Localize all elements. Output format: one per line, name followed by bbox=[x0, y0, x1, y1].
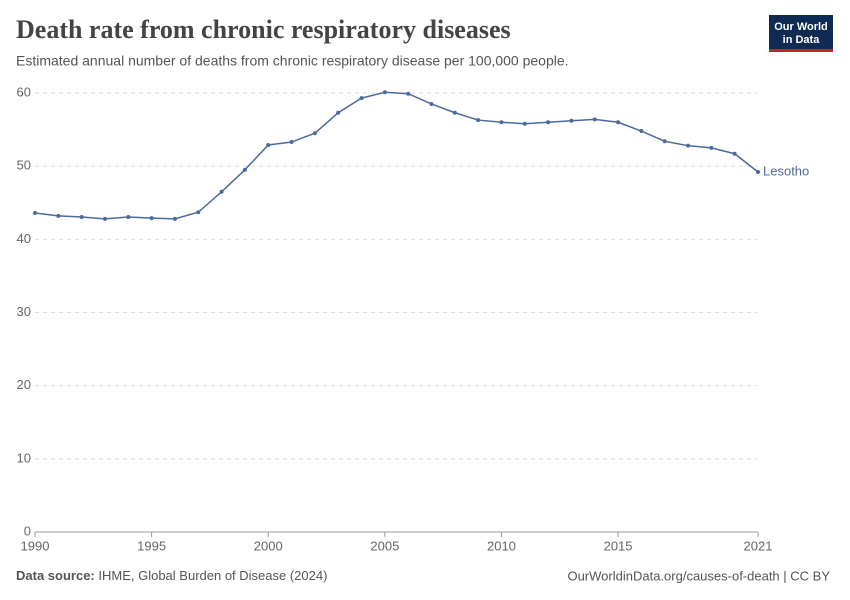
chart-title: Death rate from chronic respiratory dise… bbox=[16, 15, 511, 44]
data-point bbox=[732, 151, 737, 156]
data-point bbox=[639, 129, 644, 134]
y-tick-label: 40 bbox=[17, 231, 31, 246]
y-tick-label: 20 bbox=[17, 377, 31, 392]
y-tick-label: 30 bbox=[17, 304, 31, 319]
data-point bbox=[662, 139, 667, 144]
logo[interactable]: Our World in Data bbox=[769, 15, 833, 52]
data-point bbox=[172, 216, 177, 221]
data-point bbox=[266, 142, 271, 147]
data-point bbox=[312, 131, 317, 136]
x-tick-label: 1995 bbox=[137, 538, 166, 553]
data-point bbox=[429, 101, 434, 106]
data-point bbox=[79, 215, 84, 220]
logo-box bbox=[769, 15, 833, 49]
x-tick-label: 2010 bbox=[487, 538, 516, 553]
data-point bbox=[359, 96, 364, 101]
data-point bbox=[289, 140, 294, 145]
y-tick-label: 60 bbox=[17, 84, 31, 99]
series-label: Lesotho bbox=[763, 163, 809, 178]
x-tick-label: 2005 bbox=[370, 538, 399, 553]
source-label: Data source: bbox=[16, 568, 95, 583]
data-point bbox=[102, 216, 107, 221]
data-point bbox=[756, 170, 760, 175]
data-point bbox=[149, 216, 154, 221]
data-point bbox=[196, 210, 201, 215]
data-point bbox=[219, 189, 224, 194]
logo-stripe bbox=[769, 49, 833, 52]
x-tick-label: 2000 bbox=[254, 538, 283, 553]
data-point bbox=[569, 118, 574, 123]
data-point bbox=[522, 121, 527, 126]
data-point bbox=[242, 167, 247, 172]
data-point bbox=[686, 143, 691, 148]
data-point bbox=[709, 145, 714, 150]
y-tick-label: 50 bbox=[17, 158, 31, 173]
data-point bbox=[406, 91, 411, 96]
x-tick-label: 2021 bbox=[744, 538, 773, 553]
source-text: IHME, Global Burden of Disease (2024) bbox=[98, 568, 327, 583]
data-point bbox=[592, 117, 597, 122]
data-point bbox=[476, 118, 481, 123]
data-point bbox=[499, 120, 504, 125]
y-tick-label: 0 bbox=[24, 523, 31, 538]
chart-subtitle: Estimated annual number of deaths from c… bbox=[16, 53, 569, 69]
series-line bbox=[34, 91, 759, 220]
data-point bbox=[56, 213, 61, 218]
y-tick-label: 10 bbox=[17, 450, 31, 465]
logo-text: Our World bbox=[774, 21, 828, 33]
x-tick-label: 1990 bbox=[21, 538, 50, 553]
data-point bbox=[452, 110, 457, 115]
data-point bbox=[33, 210, 37, 215]
data-point bbox=[336, 110, 341, 115]
data-point bbox=[546, 120, 551, 125]
source: Data source: IHME, Global Burden of Dise… bbox=[16, 568, 327, 583]
logo-text: in Data bbox=[783, 34, 821, 46]
data-point bbox=[382, 90, 387, 95]
license[interactable]: OurWorldinData.org/causes-of-death | CC … bbox=[567, 568, 830, 583]
data-point bbox=[616, 120, 621, 125]
x-tick-label: 2015 bbox=[604, 538, 633, 553]
data-point bbox=[126, 215, 131, 220]
